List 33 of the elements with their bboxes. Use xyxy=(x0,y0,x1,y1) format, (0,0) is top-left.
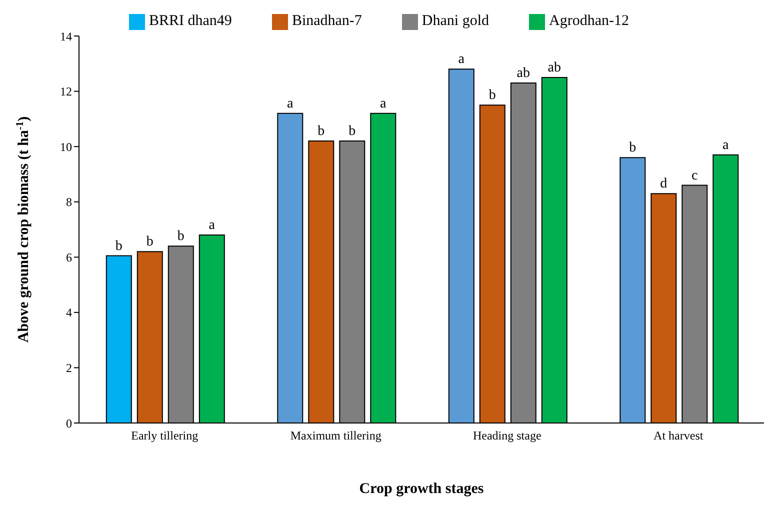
data-label: a xyxy=(722,138,730,153)
y-tick-label: 14 xyxy=(60,29,72,44)
legend-label: Dhani gold xyxy=(422,13,489,29)
data-label: b xyxy=(488,88,496,104)
x-tick-label: Early tillering xyxy=(131,428,198,443)
y-tick-label: 0 xyxy=(66,416,72,430)
data-label: b xyxy=(348,124,356,140)
data-label: a xyxy=(287,96,294,112)
data-label: ab xyxy=(548,60,562,76)
y-tick-label: 10 xyxy=(60,140,72,154)
x-tick-label: Maximum tillering xyxy=(290,428,382,443)
data-label: b xyxy=(629,140,636,156)
legend-label: BRRI dhan49 xyxy=(149,13,232,29)
data-label: c xyxy=(692,168,698,184)
y-tick-label: 12 xyxy=(60,84,72,99)
data-label: a xyxy=(208,218,216,234)
legend-label: Binadhan-7 xyxy=(292,13,362,29)
data-label: ab xyxy=(516,66,530,81)
data-label: a xyxy=(380,96,388,112)
data-label: b xyxy=(177,229,184,244)
y-tick-label: 6 xyxy=(66,250,72,264)
x-axis-title: Crop growth stages xyxy=(359,481,484,497)
x-tick-label: Heading stage xyxy=(472,428,542,443)
legend-label: Agrodhan-12 xyxy=(549,13,629,29)
data-label: a xyxy=(458,52,466,68)
y-tick-label: 2 xyxy=(66,360,72,375)
y-tick-label: 8 xyxy=(66,195,72,210)
data-label: b xyxy=(146,234,154,250)
data-label: b xyxy=(318,124,325,140)
data-label: b xyxy=(115,238,122,254)
y-tick-label: 4 xyxy=(66,306,72,320)
data-label: d xyxy=(660,176,668,192)
x-tick-label: At harvest xyxy=(654,428,704,443)
